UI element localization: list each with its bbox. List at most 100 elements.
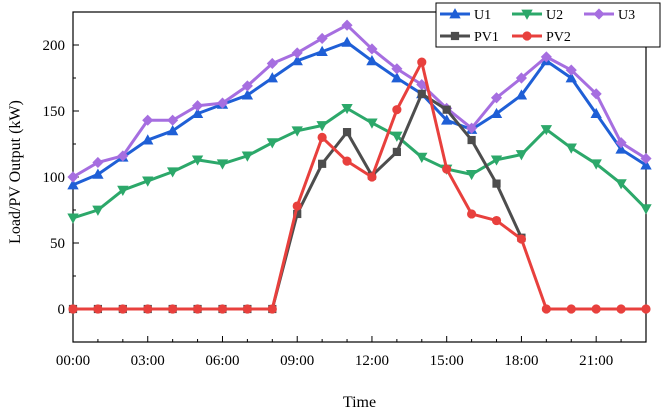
data-point-u2: [117, 185, 129, 197]
y-tick-label: 150: [43, 104, 66, 120]
data-point-u1: [166, 124, 179, 136]
legend-label: PV1: [474, 30, 499, 45]
data-point-u3: [615, 137, 627, 149]
series-line-pv1: [73, 92, 523, 311]
series-layer: [67, 19, 652, 314]
data-point-pv1: [342, 128, 352, 137]
data-point-u2: [416, 152, 428, 164]
data-point-u1: [565, 72, 577, 83]
x-tick-label: 21:00: [579, 353, 613, 369]
data-point-u1: [291, 55, 303, 66]
data-point-pv2: [342, 156, 352, 166]
data-point-pv2: [292, 201, 302, 211]
series-line-u2: [72, 106, 648, 220]
y-tick-label: 200: [43, 38, 66, 54]
data-point-pv1: [492, 179, 501, 188]
data-point-u2: [590, 159, 602, 170]
data-point-pv2: [118, 304, 128, 314]
data-point-pv2: [267, 304, 277, 314]
data-point-u2: [92, 205, 104, 216]
data-point-u2: [391, 131, 403, 142]
data-point-pv2: [641, 304, 651, 314]
legend-item-u1: U1: [440, 8, 491, 23]
data-point-u2: [241, 151, 254, 162]
legend-marker: [450, 31, 460, 41]
data-point-u1: [441, 114, 453, 125]
data-point-u2: [291, 126, 303, 137]
x-tick-label: 03:00: [131, 353, 165, 369]
data-point-u3: [391, 63, 403, 75]
data-point-pv2: [143, 304, 153, 314]
legend-marker: [449, 8, 461, 19]
series-pv2: [68, 57, 651, 314]
data-point-u3: [142, 114, 154, 126]
data-point-u2: [465, 169, 478, 181]
y-axis-title: Load/PV Output (kW): [7, 100, 24, 244]
data-point-u2: [490, 155, 503, 166]
data-point-pv2: [616, 304, 626, 314]
legend-label: U2: [546, 8, 563, 23]
data-point-pv2: [242, 304, 252, 314]
data-point-u1: [316, 45, 328, 56]
legend-marker: [521, 9, 533, 20]
data-point-u3: [92, 156, 104, 169]
data-point-u3: [466, 122, 478, 134]
x-tick-label: 18:00: [504, 353, 538, 369]
data-point-pv1: [392, 147, 401, 157]
data-point-u3: [216, 97, 229, 109]
data-point-u2: [266, 138, 278, 149]
data-point-u1: [67, 179, 79, 190]
data-point-u3: [316, 32, 328, 44]
data-point-u3: [291, 47, 303, 59]
data-point-pv2: [217, 304, 228, 314]
data-point-u3: [565, 64, 577, 76]
data-point-u3: [366, 43, 378, 55]
data-point-u1: [490, 107, 503, 119]
data-point-pv2: [491, 215, 502, 226]
data-point-u2: [142, 176, 154, 187]
data-point-pv1: [318, 159, 327, 168]
data-point-u3: [241, 80, 253, 92]
series-u3: [67, 19, 652, 183]
x-axis-title: Time: [343, 394, 376, 411]
data-point-u1: [266, 72, 278, 83]
data-point-u2: [216, 159, 229, 170]
legend-item-u3: U3: [584, 8, 635, 23]
legend-label: PV2: [546, 30, 571, 45]
data-point-pv2: [467, 209, 477, 219]
data-point-pv2: [541, 304, 551, 314]
series-u1: [67, 36, 652, 190]
y-tick-label: 0: [58, 302, 66, 318]
data-point-pv2: [566, 304, 576, 314]
data-point-u3: [590, 88, 602, 100]
data-point-u1: [92, 168, 104, 179]
data-point-u3: [167, 114, 179, 126]
legend-label: U3: [618, 8, 635, 23]
series-line-pv2: [73, 60, 646, 311]
data-point-u3: [515, 72, 528, 84]
y-tick-label: 50: [50, 236, 65, 252]
data-point-u2: [316, 121, 328, 132]
data-point-pv2: [591, 304, 601, 314]
data-point-u1: [590, 107, 602, 119]
data-point-pv2: [68, 304, 78, 314]
data-point-u1: [391, 72, 403, 83]
data-point-pv2: [516, 234, 527, 244]
data-point-pv2: [192, 304, 203, 314]
x-axis: 00:00 03:00 06:00 09:00 12:00 15:00 18:00 21:00: [56, 336, 647, 369]
data-point-u1: [366, 55, 378, 66]
data-point-u2: [515, 150, 528, 161]
data-point-pv1: [417, 89, 426, 98]
data-point-pv2: [93, 304, 103, 314]
data-point-u2: [166, 167, 179, 178]
data-point-u1: [341, 36, 353, 47]
legend-item-pv1: PV1: [440, 30, 499, 45]
data-point-pv2: [367, 172, 377, 182]
x-tick-label: 12:00: [355, 353, 389, 369]
data-point-u3: [640, 152, 652, 165]
data-point-u1: [241, 89, 254, 100]
data-point-u2: [640, 204, 652, 215]
legend-item-pv2: PV2: [512, 30, 571, 45]
data-point-u3: [117, 150, 129, 162]
